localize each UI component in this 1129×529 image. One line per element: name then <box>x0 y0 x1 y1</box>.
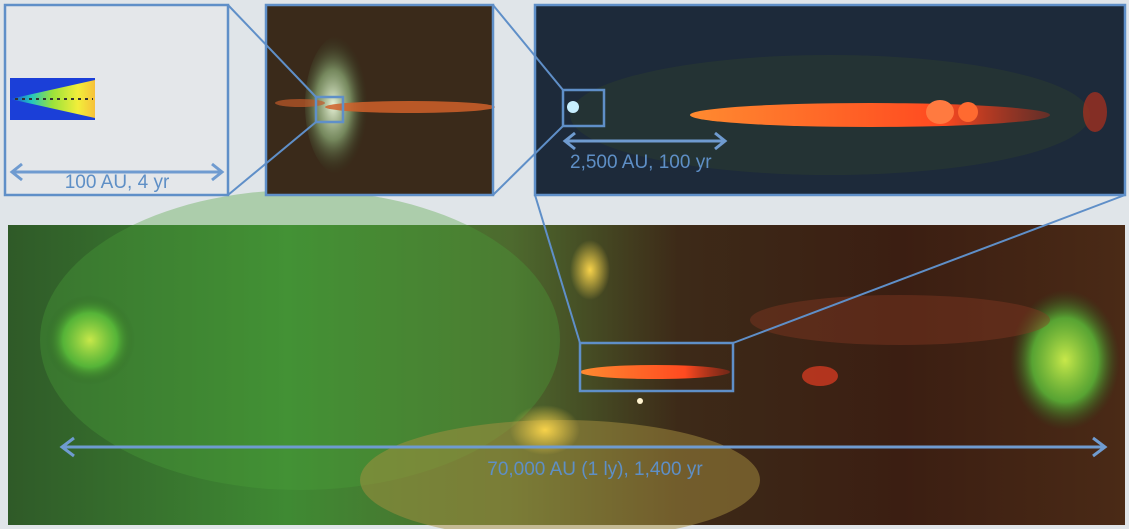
zoom-connectors <box>227 4 1126 344</box>
outflow-image <box>8 190 1125 529</box>
inner-jet-scale-label: 2,500 AU, 100 yr <box>570 152 712 173</box>
zoom-box <box>578 341 735 393</box>
outflow-scale-label: 70,000 AU (1 ly), 1,400 yr <box>487 459 703 480</box>
inner-jet-panel <box>264 3 495 197</box>
disk-scale-label: 100 AU, 4 yr <box>65 172 170 193</box>
scale-arrows <box>9 131 1108 458</box>
jet-panel <box>533 3 1127 197</box>
disk-model-panel <box>3 3 230 197</box>
